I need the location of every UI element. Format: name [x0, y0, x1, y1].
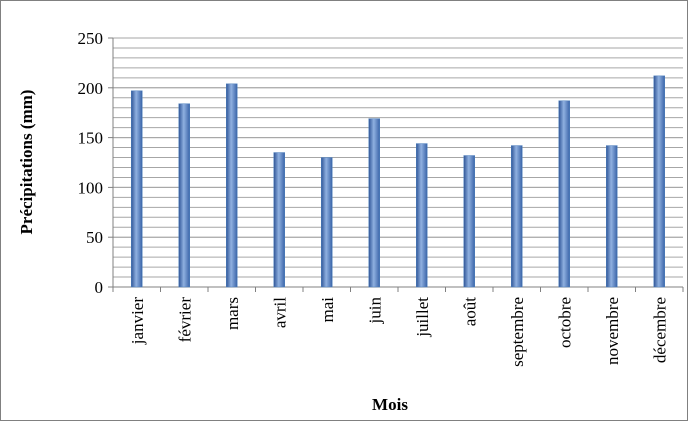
x-tick-label: avril — [270, 297, 289, 328]
x-tick-label: décembre — [650, 297, 669, 363]
bar — [226, 83, 238, 288]
y-tick-label: 0 — [95, 278, 104, 297]
bar — [606, 145, 618, 288]
y-axis-title: Précipitations (mm) — [17, 90, 36, 235]
bar — [321, 157, 333, 288]
x-tick-label: octobre — [555, 297, 574, 348]
x-tick-label: septembre — [508, 297, 527, 367]
bar — [653, 75, 665, 288]
bar — [178, 103, 190, 288]
y-tick-label: 50 — [86, 228, 103, 247]
y-tick-label: 200 — [78, 79, 104, 98]
x-tick-label: août — [460, 297, 479, 327]
x-tick-label: mai — [318, 297, 337, 323]
bar — [416, 143, 428, 288]
x-tick-label: novembre — [603, 297, 622, 365]
y-tick-label: 250 — [78, 29, 104, 48]
x-tick-label: mars — [223, 297, 242, 330]
bar — [131, 90, 143, 288]
bar — [273, 152, 285, 288]
x-tick-label: juillet — [413, 297, 432, 338]
y-tick-label: 100 — [78, 178, 104, 197]
bar — [558, 100, 570, 288]
bar — [511, 145, 523, 288]
y-tick-label: 150 — [78, 129, 104, 148]
x-tick-label: janvier — [128, 297, 147, 346]
x-tick-label: juin — [365, 297, 384, 325]
x-tick-label: février — [175, 297, 194, 343]
bar — [368, 118, 380, 288]
x-axis-title: Mois — [372, 395, 408, 414]
bar — [463, 155, 475, 288]
